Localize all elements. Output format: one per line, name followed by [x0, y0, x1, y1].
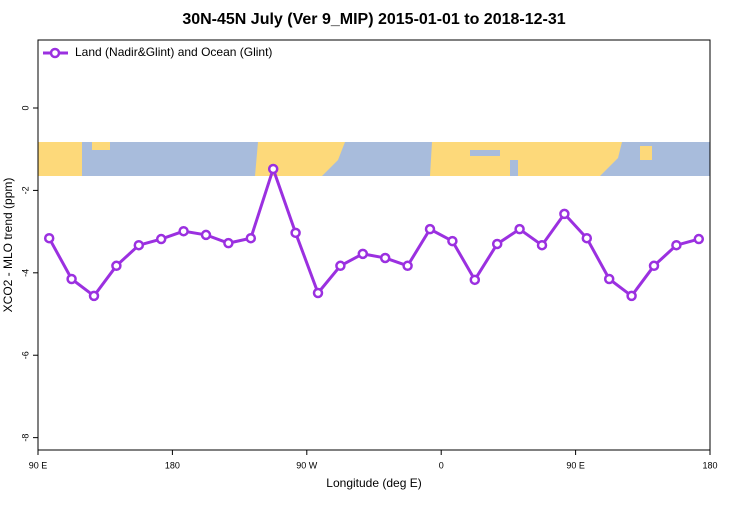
point: [245, 232, 257, 244]
y-axis-label: XCO2 - MLO trend (ppm): [1, 178, 15, 313]
point: [536, 239, 548, 251]
chart-title: 30N-45N July (Ver 9_MIP) 2015-01-01 to 2…: [182, 11, 565, 28]
x-tick-label: 0: [439, 460, 444, 470]
x-axis-label: Longitude (deg E): [326, 476, 421, 490]
point: [155, 233, 167, 245]
map-strip: [38, 142, 710, 176]
point: [66, 273, 77, 285]
point: [267, 163, 279, 175]
plot-frame: [37, 39, 711, 451]
x-tick-label: 90 W: [296, 460, 318, 470]
legend-label: Land (Nadir&Glint) and Ocean (Glint): [75, 45, 272, 59]
point: [335, 260, 346, 272]
point: [514, 223, 525, 235]
point: [111, 260, 122, 272]
point: [671, 239, 682, 251]
point: [447, 235, 458, 247]
point: [581, 232, 593, 244]
x-tick-label: 180: [702, 460, 717, 470]
point: [379, 252, 391, 264]
legend-marker: [49, 47, 61, 59]
y-tick-label: 0: [20, 105, 30, 110]
point: [357, 248, 369, 260]
point: [43, 232, 55, 244]
y-tick-label: -2: [20, 186, 30, 194]
point: [648, 260, 660, 272]
point: [626, 290, 637, 302]
point: [178, 225, 189, 237]
x-tick-label: 90 E: [566, 460, 585, 470]
point: [88, 290, 100, 302]
point: [223, 237, 234, 249]
y-tick-label: -8: [20, 434, 30, 442]
x-tick-label: 180: [165, 460, 180, 470]
point: [693, 233, 705, 245]
line: [47, 164, 700, 298]
point: [469, 274, 481, 286]
point: [559, 208, 570, 220]
x-tick-label: 90 E: [29, 460, 48, 470]
point: [603, 273, 615, 285]
point: [133, 239, 145, 251]
point: [200, 229, 212, 241]
point: [312, 287, 324, 299]
point: [491, 238, 503, 250]
y-tick-label: -4: [20, 269, 30, 277]
point: [402, 260, 413, 272]
point: [290, 227, 301, 239]
y-tick-label: -6: [20, 351, 30, 359]
point: [424, 223, 436, 235]
